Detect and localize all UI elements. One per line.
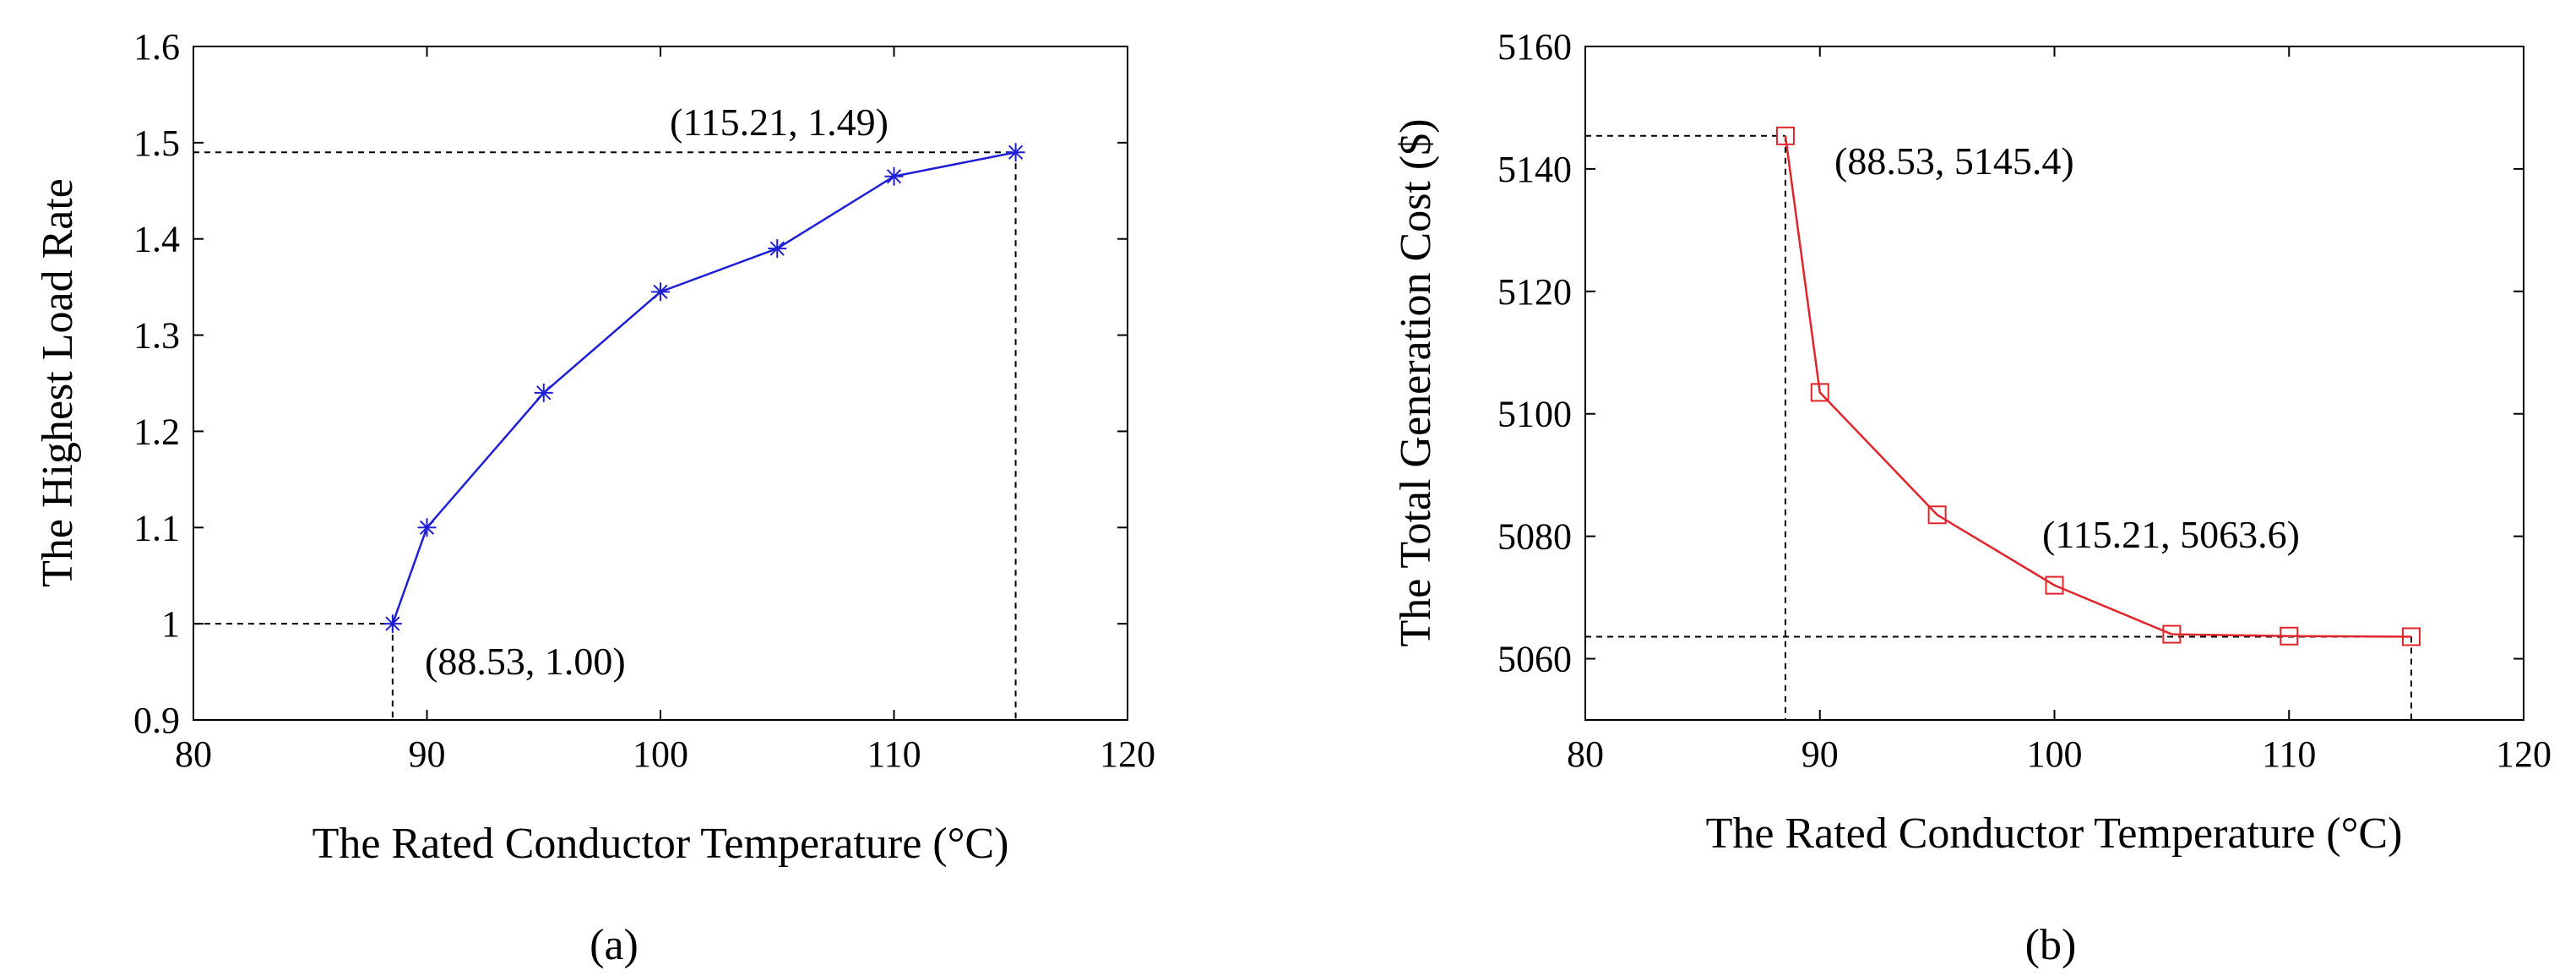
annotation-min: (115.21, 5063.6) — [2042, 513, 2300, 556]
x-tick-label: 110 — [2262, 733, 2316, 775]
y-tick-label: 1.1 — [133, 507, 180, 548]
y-tick-label: 0.9 — [133, 700, 180, 741]
series-line — [393, 152, 1016, 624]
annotation-max: (88.53, 5145.4) — [1834, 139, 2074, 183]
chart-marks: 80 90 100 110 120 5060 5080 5100 5120 5140 5160 — [1497, 26, 2552, 775]
annotation-min: (88.53, 1.00) — [425, 640, 626, 683]
y-tick-label: 5060 — [1497, 639, 1572, 680]
y-tick-label: 5100 — [1497, 394, 1572, 435]
panel-caption: (b) — [2025, 921, 2077, 969]
x-tick-label: 120 — [2496, 733, 2552, 775]
y-tick-label: 1.5 — [133, 123, 180, 164]
y-tick-label: 1.2 — [133, 411, 180, 452]
y-axis-label: The Total Generation Cost ($) — [1392, 118, 1440, 646]
chart-panel-b: 80 90 100 110 120 5060 5080 5100 5120 5140 5160 Th… — [1392, 26, 2552, 969]
x-tick-label: 80 — [175, 733, 212, 775]
x-tick-label: 120 — [1100, 733, 1155, 775]
x-tick-label: 110 — [867, 733, 921, 775]
y-tick-label: 5160 — [1497, 26, 1572, 68]
data-point — [383, 614, 402, 633]
y-tick-label: 1.3 — [133, 315, 180, 357]
panel-caption: (a) — [590, 921, 639, 969]
x-axis-label: The Rated Conductor Temperature (°C) — [312, 820, 1009, 868]
data-point — [651, 282, 670, 301]
x-tick-label: 90 — [1802, 733, 1839, 775]
y-axis-label: The Highest Load Rate — [34, 178, 82, 587]
y-tick-label: 1.6 — [133, 26, 180, 68]
x-tick-label: 100 — [2027, 733, 2083, 775]
x-tick-label: 90 — [409, 733, 446, 775]
figure-canvas: 80 90 100 110 120 0.9 1 1.1 1.2 1.3 1.4 1.5 1.6 The … — [0, 0, 2576, 976]
y-tick-label: 5120 — [1497, 271, 1572, 313]
x-tick-label: 80 — [1567, 733, 1604, 775]
data-point — [1007, 143, 1025, 161]
data-point — [535, 384, 553, 402]
x-tick-label: 100 — [633, 733, 688, 775]
data-point — [885, 167, 904, 186]
data-point — [418, 518, 437, 537]
y-tick-label: 5080 — [1497, 516, 1572, 558]
chart-marks: 80 90 100 110 120 0.9 1 1.1 1.2 1.3 1.4 1.5 1.6 — [133, 26, 1155, 775]
series-line — [1785, 136, 2411, 637]
x-axis-label: The Rated Conductor Temperature (°C) — [1706, 810, 2403, 858]
annotation-max: (115.21, 1.49) — [670, 101, 889, 144]
chart-panel-a: 80 90 100 110 120 0.9 1 1.1 1.2 1.3 1.4 1.5 1.6 The … — [34, 26, 1155, 969]
y-tick-label: 1 — [161, 603, 180, 645]
data-point — [768, 239, 786, 258]
y-tick-label: 5140 — [1497, 149, 1572, 190]
plot-frame — [193, 46, 1128, 720]
y-tick-label: 1.4 — [133, 219, 180, 260]
